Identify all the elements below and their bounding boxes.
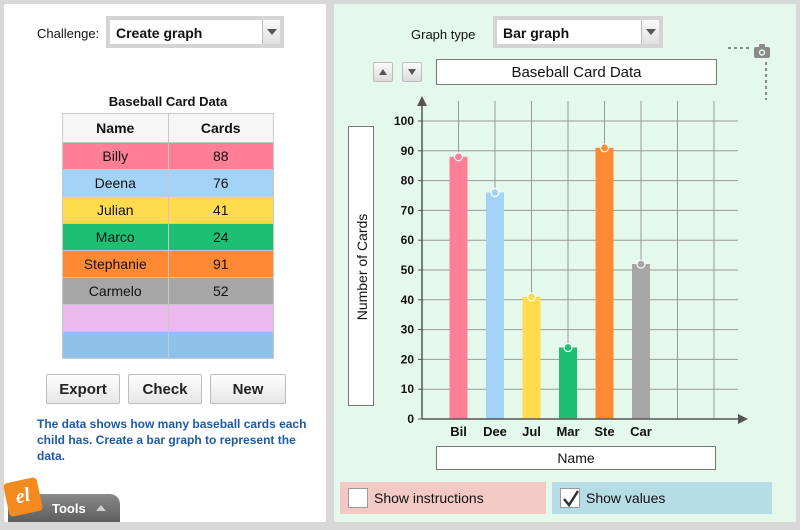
table-row[interactable] xyxy=(62,304,274,332)
table-row[interactable]: Marco 24 xyxy=(62,223,274,251)
chevron-up-icon xyxy=(96,505,106,511)
y-tick-label: 10 xyxy=(401,382,415,396)
cell-name[interactable]: Carmelo xyxy=(62,277,169,305)
bar-handle xyxy=(453,152,464,162)
y-tick-label: 100 xyxy=(394,114,414,128)
y-axis-label: Number of Cards xyxy=(354,213,370,321)
y-axis-label-box[interactable]: Number of Cards xyxy=(348,126,374,406)
table-row[interactable] xyxy=(62,331,274,359)
cell-name[interactable]: Marco xyxy=(62,223,169,251)
x-tick-label: Jul xyxy=(522,424,541,439)
cell-name[interactable]: Billy xyxy=(62,142,169,170)
table-row[interactable]: Carmelo 52 xyxy=(62,277,274,305)
bar xyxy=(522,296,541,419)
y-tick-label: 70 xyxy=(401,203,415,217)
cell-name[interactable] xyxy=(62,304,169,332)
column-header-cards: Cards xyxy=(167,113,274,143)
cell-cards[interactable] xyxy=(167,331,274,359)
challenge-value: Create graph xyxy=(116,25,203,41)
x-axis-label-box[interactable]: Name xyxy=(436,446,716,470)
chevron-down-icon[interactable] xyxy=(262,20,280,44)
cell-cards[interactable]: 91 xyxy=(167,250,274,278)
table-row[interactable]: Stephanie 91 xyxy=(62,250,274,278)
bar xyxy=(559,347,577,419)
graph-type-dropdown[interactable]: Bar graph xyxy=(493,16,663,48)
cell-cards[interactable]: 88 xyxy=(167,142,274,170)
bar xyxy=(486,192,504,419)
instructions-text: The data shows how many baseball cards e… xyxy=(37,417,307,463)
table-title: Baseball Card Data xyxy=(108,94,228,109)
table-row[interactable]: Deena 76 xyxy=(62,169,274,197)
bar-handle xyxy=(563,342,573,353)
tools-label: Tools xyxy=(52,501,86,516)
x-tick-label: Dee xyxy=(483,424,507,439)
bar-handle xyxy=(526,292,537,302)
cell-cards[interactable]: 24 xyxy=(167,223,274,251)
move-down-button[interactable] xyxy=(402,62,422,82)
x-axis-arrow-icon xyxy=(738,414,748,424)
cell-cards[interactable]: 76 xyxy=(167,169,274,197)
check-button[interactable]: Check xyxy=(128,374,202,404)
camera-icon[interactable] xyxy=(754,44,770,58)
chevron-down-icon[interactable] xyxy=(641,20,659,44)
y-tick-label: 20 xyxy=(401,352,415,366)
table-row[interactable]: Billy 88 xyxy=(62,142,274,170)
show-instructions-toggle[interactable]: Show instructions xyxy=(340,482,546,514)
cell-cards[interactable]: 41 xyxy=(167,196,274,224)
bar xyxy=(449,156,468,419)
x-tick-label: Car xyxy=(630,424,652,439)
export-button[interactable]: Export xyxy=(46,374,120,404)
table-header-row: Name Cards xyxy=(62,113,274,143)
graph-title-input[interactable] xyxy=(436,59,717,85)
checkmark-icon xyxy=(563,490,580,508)
tools-tab[interactable]: el Tools xyxy=(2,476,120,522)
show-values-label: Show values xyxy=(586,490,666,506)
challenge-label: Challenge: xyxy=(37,26,100,41)
bar-handle xyxy=(636,259,646,269)
y-tick-label: 30 xyxy=(401,323,415,337)
bar-handle xyxy=(490,187,500,198)
cell-name[interactable]: Julian xyxy=(62,196,169,224)
y-tick-label: 90 xyxy=(401,144,415,158)
y-tick-label: 0 xyxy=(407,412,414,426)
bar xyxy=(632,264,650,419)
table-row[interactable]: Julian 41 xyxy=(62,196,274,224)
resize-handle-icon xyxy=(728,47,767,100)
triangle-up-icon xyxy=(379,69,387,75)
cell-cards[interactable] xyxy=(167,304,274,332)
bar-chart: 0 10 20 30 40 50 60 70 80 90 100 Bil Dee Jul Mar Ste Car xyxy=(394,96,748,439)
right-panel xyxy=(334,4,796,522)
bar xyxy=(595,147,614,419)
y-tick-label: 80 xyxy=(401,174,415,188)
y-tick-label: 60 xyxy=(401,233,415,247)
show-values-checkbox[interactable] xyxy=(560,488,580,508)
new-button[interactable]: New xyxy=(210,374,286,404)
cell-name[interactable]: Stephanie xyxy=(62,250,169,278)
x-tick-label: Mar xyxy=(556,424,579,439)
x-tick-label: Ste xyxy=(594,424,614,439)
graph-type-value: Bar graph xyxy=(503,25,570,41)
y-tick-label: 40 xyxy=(401,293,415,307)
data-table: Name Cards Billy 88 Deena 76 Julian 41 Marco 24… xyxy=(62,113,274,359)
bar-handle xyxy=(599,143,610,153)
triangle-down-icon xyxy=(408,69,416,75)
column-header-name: Name xyxy=(62,113,169,143)
show-values-toggle[interactable]: Show values xyxy=(552,482,772,514)
x-tick-label: Bil xyxy=(450,424,467,439)
y-axis-arrow-icon xyxy=(417,96,427,106)
cell-cards[interactable]: 52 xyxy=(167,277,274,305)
show-instructions-label: Show instructions xyxy=(374,490,484,506)
challenge-dropdown[interactable]: Create graph xyxy=(106,16,284,48)
show-instructions-checkbox[interactable] xyxy=(348,488,368,508)
cell-name[interactable] xyxy=(62,331,169,359)
y-tick-label: 50 xyxy=(401,263,415,277)
explorelearning-logo: el xyxy=(2,476,44,518)
move-up-button[interactable] xyxy=(373,62,393,82)
cell-name[interactable]: Deena xyxy=(62,169,169,197)
graph-type-label: Graph type xyxy=(411,27,476,42)
